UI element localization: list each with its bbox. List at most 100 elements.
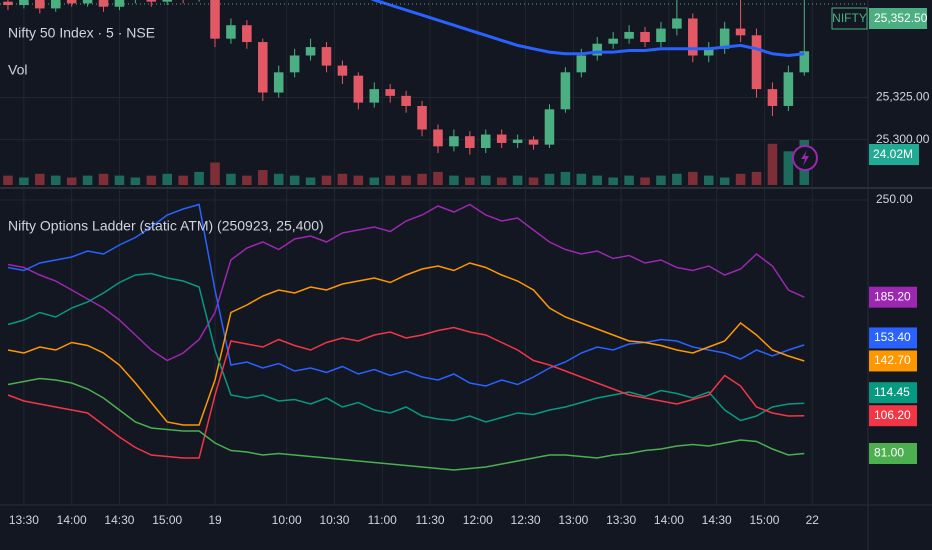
candle-body <box>767 89 778 106</box>
series-line <box>7 262 805 426</box>
y-tick-label: 250.00 <box>876 192 913 206</box>
x-tick-label: 11:30 <box>415 513 444 527</box>
last-value-label: 185.20 <box>874 289 911 303</box>
candle-body <box>385 89 395 96</box>
candle-body <box>672 18 682 29</box>
x-tick-label: 22 <box>806 513 820 527</box>
volume-bar <box>783 151 794 185</box>
candle-body <box>608 38 618 44</box>
last-value-label: 142.70 <box>874 353 911 367</box>
volume-bar <box>369 177 380 185</box>
last-value-box <box>869 443 917 464</box>
x-tick-label: 10:30 <box>319 513 349 527</box>
series-line <box>7 377 805 471</box>
candle-body <box>560 72 571 110</box>
candle-body <box>3 1 13 6</box>
volume-bar <box>433 171 443 185</box>
last-price-label: 25,352.50 <box>874 11 928 25</box>
candle-body <box>35 0 45 9</box>
candle-body <box>337 65 348 76</box>
volume-bar <box>608 177 618 185</box>
last-value-label: 114.45 <box>874 385 910 399</box>
candle-body <box>465 136 475 148</box>
candle-body <box>19 0 29 6</box>
event-icon-bolt <box>801 150 809 166</box>
volume-bar <box>289 175 300 185</box>
candle-body <box>449 136 459 147</box>
volume-bar <box>194 171 204 185</box>
volume-bar <box>242 175 252 185</box>
candle-body <box>321 47 332 66</box>
x-tick-label: 14:30 <box>104 513 134 527</box>
volume-bar <box>449 175 459 185</box>
volume-bar <box>385 175 395 185</box>
volume-bar <box>66 177 77 185</box>
candle-body <box>496 134 507 143</box>
last-value-box <box>869 350 917 372</box>
volume-bar <box>321 175 332 185</box>
x-tick-label: 14:00 <box>57 513 87 527</box>
volume-bar <box>305 177 316 185</box>
symbol-tag-text: NIFTY <box>832 11 867 25</box>
candle-body <box>751 35 762 90</box>
volume-bar <box>719 177 730 185</box>
x-tick-label: 14:00 <box>654 513 684 527</box>
candle-body <box>703 48 714 56</box>
volume-bar <box>146 175 157 185</box>
candle-body <box>66 0 77 4</box>
candle-body <box>480 134 491 148</box>
candle-body <box>656 28 666 43</box>
candle-body <box>369 89 380 103</box>
volume-bar <box>178 175 188 185</box>
volume-bar <box>226 173 236 185</box>
volume-bar <box>114 175 125 185</box>
volume-bar <box>672 173 682 185</box>
volume-bar <box>560 171 571 185</box>
candle-body <box>305 47 316 56</box>
volume-bar <box>656 175 666 185</box>
candle-body <box>624 31 634 39</box>
volume-bar <box>767 143 778 185</box>
volume-bar <box>496 177 507 185</box>
volume-title: Vol <box>8 62 27 78</box>
volume-bar <box>751 171 762 185</box>
volume-bar <box>50 175 61 185</box>
candle-body <box>592 43 603 56</box>
candle-body <box>258 42 268 93</box>
volume-bar <box>576 173 587 185</box>
x-tick-label: 13:30 <box>606 513 636 527</box>
candle-body <box>799 51 810 73</box>
x-tick-label: 11:00 <box>368 513 397 527</box>
series-line <box>7 203 805 387</box>
volume-bar <box>640 177 650 185</box>
candle-body <box>735 28 746 36</box>
moving-average <box>370 0 805 58</box>
candle-body <box>640 31 650 43</box>
last-value-box <box>869 405 917 427</box>
volume-label: 24.02M <box>873 147 913 161</box>
candle-body <box>783 72 794 106</box>
volume-bar <box>353 175 364 185</box>
x-tick-label: 10:00 <box>272 513 302 527</box>
x-tick-label: 12:30 <box>511 513 541 527</box>
volume-box <box>869 144 919 165</box>
x-tick-label: 12:00 <box>463 513 493 527</box>
symbol-title: Nifty 50 Index · 5 · NSE <box>8 25 155 41</box>
volume-bar <box>480 175 491 185</box>
y-tick-label: 25,325.00 <box>876 90 930 104</box>
symbol-tag <box>831 7 868 30</box>
last-price-box <box>869 8 927 29</box>
last-value-box <box>869 327 917 349</box>
volume-bar <box>210 162 220 185</box>
candle-body <box>433 129 443 147</box>
x-tick-label: 15:00 <box>152 513 182 527</box>
candle-body <box>512 139 523 143</box>
candle-body <box>162 0 173 2</box>
volume-bar <box>401 175 411 185</box>
volume-bar <box>337 173 348 185</box>
candle-body <box>528 139 539 145</box>
volume-bar <box>19 177 29 185</box>
x-tick-label: 13:30 <box>9 513 39 527</box>
volume-bar <box>624 175 634 185</box>
